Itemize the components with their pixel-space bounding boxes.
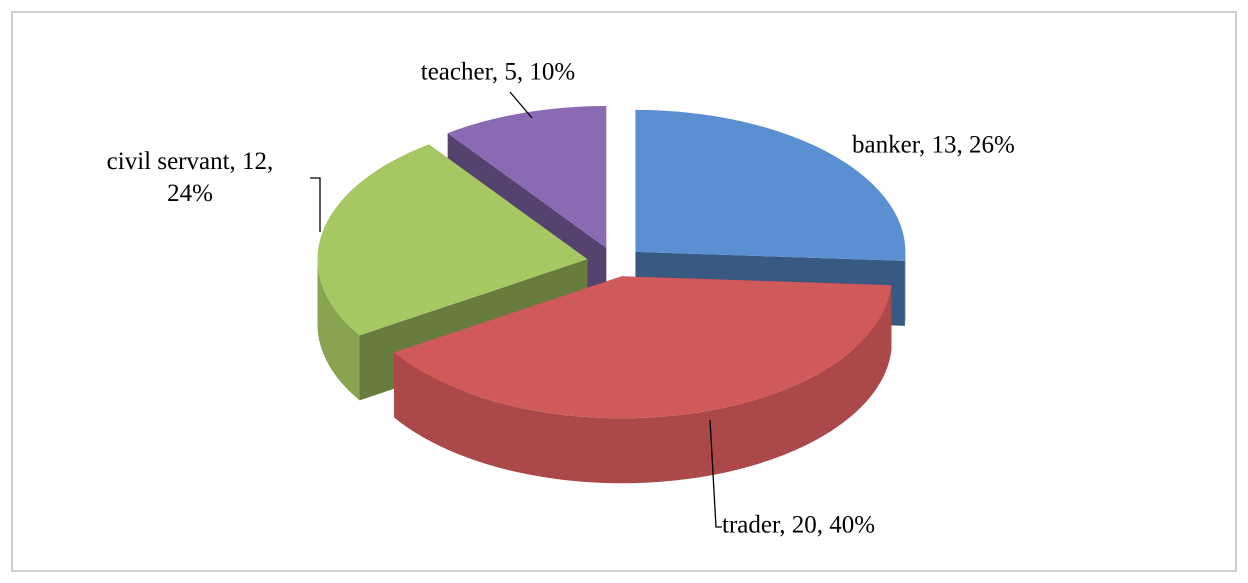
labels: banker, 13, 26% trader, 20, 40% civil serv… [107, 59, 1015, 539]
data-label: teacher, 5, 10% [421, 59, 575, 86]
data-label: trader, 20, 40% [722, 512, 875, 539]
leader-line [310, 177, 321, 232]
pie [317, 105, 906, 484]
slice-top [635, 109, 906, 261]
slice-top [317, 144, 588, 336]
data-label: banker, 13, 26% [852, 132, 1015, 159]
data-label: civil servant, 12, 24% [107, 148, 274, 207]
slice-side [904, 251, 906, 326]
slice-top [393, 276, 892, 419]
slice-side [393, 285, 892, 484]
slice-top [447, 105, 607, 248]
slice-side [317, 259, 360, 401]
slice [393, 276, 892, 484]
leader-line [509, 91, 533, 119]
leader-line [709, 419, 722, 528]
